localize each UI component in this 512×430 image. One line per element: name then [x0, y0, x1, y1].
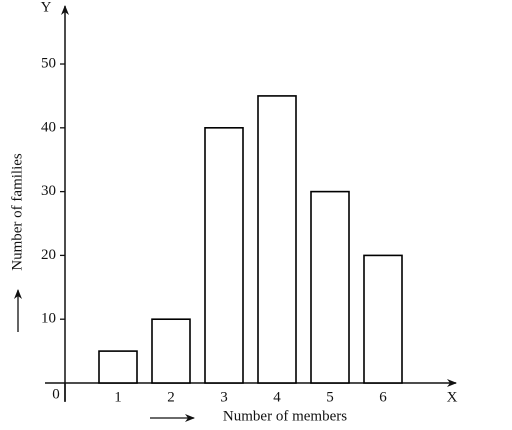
bar — [98, 350, 138, 384]
bar — [310, 190, 350, 384]
x-tick-label: 5 — [326, 389, 334, 405]
x-axis-label: Number of members — [223, 408, 347, 424]
x-axis-end-label: X — [447, 389, 458, 405]
y-axis-label: Number of families — [9, 153, 25, 271]
y-tick-label: 0 — [52, 386, 60, 402]
bar — [204, 127, 244, 384]
y-tick-label: 10 — [41, 311, 56, 327]
x-tick-label: 6 — [379, 389, 387, 405]
x-tick-label: 4 — [273, 389, 281, 405]
x-tick-label: 2 — [167, 389, 175, 405]
x-tick-label: 3 — [220, 389, 228, 405]
bar — [363, 254, 403, 384]
bar — [151, 318, 191, 384]
y-axis-end-label: Y — [41, 0, 52, 15]
x-tick-label: 1 — [114, 389, 122, 405]
y-tick-label: 20 — [41, 247, 56, 263]
y-tick-label: 30 — [41, 183, 56, 199]
y-tick-label: 50 — [41, 55, 56, 71]
y-tick-label: 40 — [41, 119, 56, 135]
bar — [257, 95, 297, 384]
